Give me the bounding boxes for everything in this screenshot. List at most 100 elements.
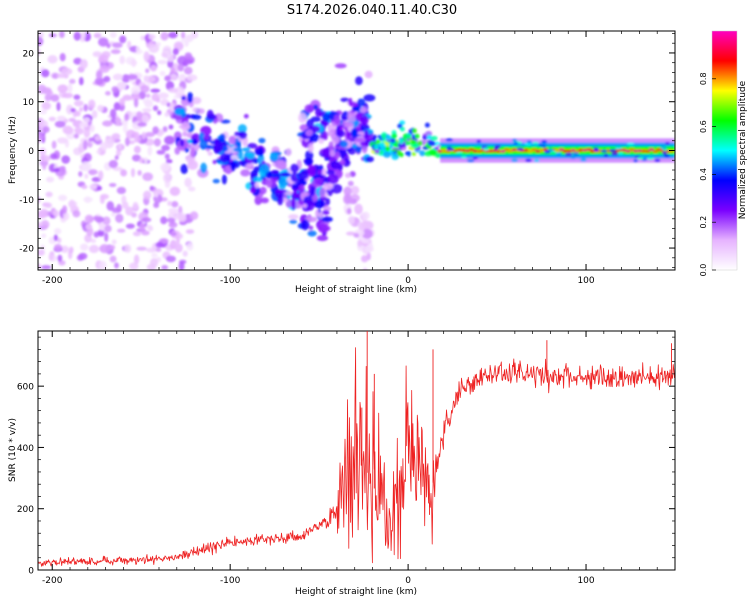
heatmap-cell	[131, 154, 142, 162]
heatmap-cell	[305, 200, 315, 211]
heatmap-cell	[564, 152, 573, 156]
heatmap-cell	[189, 211, 199, 220]
heatmap-cell	[298, 112, 307, 123]
heatmap-cell	[141, 131, 147, 140]
heatmap-cell	[52, 209, 59, 218]
colorbar-tick-label: 0.2	[699, 216, 708, 229]
heatmap-cell	[212, 178, 220, 184]
heatmap-cell	[152, 126, 159, 135]
heatmap-cell	[94, 135, 101, 142]
colorbar-tick-label: 0.0	[699, 264, 708, 277]
heatmap-cell	[174, 107, 185, 116]
heatmap-cell	[386, 135, 392, 141]
heatmap-cell	[472, 156, 479, 160]
heatmap-cell	[513, 142, 519, 145]
heatmap-cell	[140, 85, 150, 93]
heatmap-cell	[331, 134, 340, 145]
heatmap-cell	[97, 229, 105, 237]
heatmap-cell	[56, 115, 66, 121]
heatmap-cell	[390, 138, 396, 144]
heatmap-cell	[48, 116, 56, 122]
heatmap-cell	[364, 246, 374, 252]
heatmap-cell	[102, 120, 113, 127]
heatmap-cell	[112, 73, 124, 81]
heatmap-cell	[89, 124, 95, 133]
heatmap-cell	[406, 134, 412, 140]
heatmap-cell	[157, 110, 162, 116]
heatmap-cell	[344, 122, 355, 128]
heatmap-cell	[274, 159, 286, 170]
heatmap-cell	[156, 149, 166, 155]
heatmap-cell	[249, 185, 256, 194]
heatmap-cell	[42, 126, 50, 133]
heatmap-cell	[188, 159, 195, 165]
heatmap-cell	[361, 211, 370, 220]
y-tick-label: 200	[17, 505, 34, 515]
heatmap-cell	[427, 141, 435, 145]
heatmap-cell	[334, 63, 347, 69]
heatmap-cell	[38, 196, 41, 204]
heatmap-cell	[297, 171, 309, 180]
heatmap-cell	[626, 142, 635, 146]
heatmap-cell	[476, 139, 482, 143]
heatmap-cell	[133, 98, 139, 108]
x-tick-label: -100	[220, 576, 241, 586]
heatmap-cell	[186, 242, 194, 251]
heatmap-cell	[207, 151, 213, 156]
heatmap-cell	[59, 31, 65, 39]
heatmap-cell	[90, 238, 97, 244]
heatmap-cell	[78, 171, 83, 177]
heatmap-cell	[48, 33, 57, 38]
heatmap-cell	[59, 53, 66, 62]
heatmap-cell	[83, 140, 88, 150]
heatmap-cell	[121, 195, 127, 205]
heatmap-cell	[153, 138, 161, 147]
heatmap-cell	[130, 85, 141, 96]
heatmap-cell	[79, 107, 84, 112]
heatmap-cell	[322, 121, 330, 127]
heatmap-cell	[162, 126, 168, 133]
heatmap-cell	[99, 195, 105, 204]
heatmap-cell	[556, 152, 561, 156]
heatmap-cell	[95, 70, 103, 80]
heatmap-cell	[339, 140, 349, 148]
heatmap-cell	[354, 137, 366, 143]
heatmap-cell	[321, 216, 333, 223]
heatmap-cell	[310, 116, 321, 123]
snr-panel: -200 -100 0 100 0 200 400 600 Height of straigh…	[8, 330, 676, 597]
heatmap-cell	[127, 40, 132, 50]
heatmap-cell	[186, 74, 198, 82]
heatmap-cell	[139, 222, 146, 231]
heatmap-cell	[187, 92, 194, 103]
heatmap-cell	[351, 143, 358, 149]
colorbar-label: Normalized spectral amplitude	[738, 80, 748, 219]
heatmap-cell	[301, 219, 310, 231]
heatmap-cell	[141, 108, 153, 113]
heatmap-cell	[56, 137, 68, 144]
heatmap-cell	[526, 140, 532, 144]
heatmap-cell	[374, 149, 380, 154]
heatmap-cell	[78, 252, 88, 260]
heatmap-cell	[446, 146, 453, 150]
heatmap-cell	[63, 126, 74, 135]
heatmap-cell	[62, 212, 70, 221]
heatmap-cell	[106, 201, 115, 211]
heatmap-cell	[182, 250, 188, 257]
heatmap-cell	[183, 59, 194, 64]
heatmap-cell	[411, 151, 417, 156]
y-tick-label: 0	[28, 147, 34, 157]
heatmap-cell	[165, 255, 176, 263]
heatmap-cell	[144, 132, 155, 138]
heatmap-cell	[136, 111, 143, 120]
heatmap-cell	[228, 135, 237, 145]
heatmap-cell	[186, 132, 193, 138]
heatmap-cell	[149, 185, 154, 191]
heatmap-cell	[339, 159, 346, 166]
heatmap-cell	[547, 143, 553, 147]
heatmap-cell	[417, 140, 423, 146]
heatmap-cell	[51, 140, 57, 149]
heatmap-cell	[322, 148, 329, 158]
heatmap-cell	[660, 146, 667, 150]
heatmap-cell	[145, 93, 151, 98]
heatmap-cell	[69, 78, 76, 84]
